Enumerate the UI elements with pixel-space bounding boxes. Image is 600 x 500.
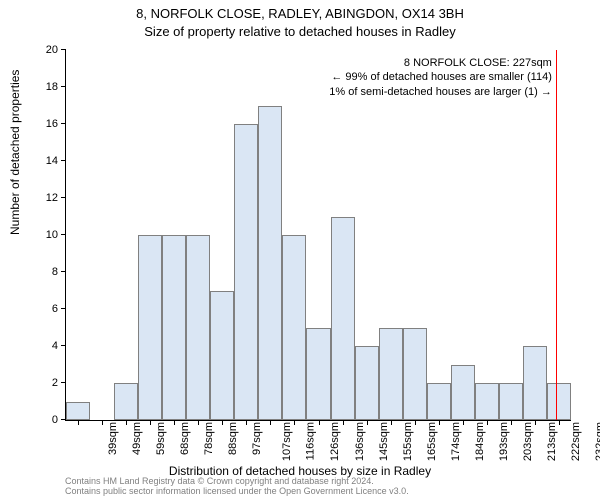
histogram-bar xyxy=(499,383,523,420)
x-tick-label: 126sqm xyxy=(330,422,342,461)
x-tick-label: 136sqm xyxy=(354,422,366,461)
x-tick-mark xyxy=(367,420,368,425)
x-tick-label: 59sqm xyxy=(155,422,167,455)
histogram-bar xyxy=(523,346,547,420)
x-tick-label: 145sqm xyxy=(378,422,390,461)
x-tick-mark xyxy=(78,420,79,425)
y-tick-label: 8 xyxy=(52,266,66,278)
x-tick-label: 203sqm xyxy=(522,422,534,461)
x-tick-label: 68sqm xyxy=(179,422,191,455)
x-tick-label: 78sqm xyxy=(203,422,215,455)
y-tick-label: 14 xyxy=(46,155,66,167)
y-tick-label: 0 xyxy=(52,414,66,426)
histogram-bar xyxy=(162,235,186,420)
x-tick-label: 107sqm xyxy=(281,422,293,461)
histogram-bar xyxy=(138,235,162,420)
histogram-bar xyxy=(114,383,138,420)
plot-area: 0246810121416182039sqm49sqm59sqm68sqm78s… xyxy=(65,50,571,421)
x-tick-mark xyxy=(270,420,271,425)
histogram-bar xyxy=(306,328,330,421)
annotation-line: 1% of semi-detached houses are larger (1… xyxy=(329,85,552,99)
footer-attribution: Contains HM Land Registry data © Crown c… xyxy=(65,477,570,497)
y-tick-mark xyxy=(61,197,66,198)
y-tick-mark xyxy=(61,49,66,50)
y-tick-mark xyxy=(61,271,66,272)
reference-line xyxy=(556,50,557,420)
y-tick-label: 16 xyxy=(46,118,66,130)
y-tick-label: 20 xyxy=(46,44,66,56)
x-tick-mark xyxy=(535,420,536,425)
title-sub: Size of property relative to detached ho… xyxy=(0,24,600,39)
histogram-bar xyxy=(186,235,210,420)
x-tick-mark xyxy=(487,420,488,425)
histogram-bar xyxy=(547,383,571,420)
y-tick-mark xyxy=(61,382,66,383)
x-tick-mark xyxy=(198,420,199,425)
x-tick-mark xyxy=(102,420,103,425)
chart-container: 8, NORFOLK CLOSE, RADLEY, ABINGDON, OX14… xyxy=(0,0,600,500)
x-tick-mark xyxy=(294,420,295,425)
histogram-bar xyxy=(451,365,475,421)
x-tick-label: 88sqm xyxy=(227,422,239,455)
x-tick-mark xyxy=(343,420,344,425)
histogram-bar xyxy=(403,328,427,421)
histogram-bar xyxy=(355,346,379,420)
x-tick-label: 116sqm xyxy=(305,422,317,460)
x-tick-label: 193sqm xyxy=(498,422,510,461)
reference-annotation: 8 NORFOLK CLOSE: 227sqm← 99% of detached… xyxy=(329,56,552,99)
x-tick-label: 174sqm xyxy=(450,422,462,461)
histogram-bar xyxy=(210,291,234,421)
histogram-bar xyxy=(282,235,306,420)
histogram-bar xyxy=(234,124,258,420)
y-tick-label: 6 xyxy=(52,303,66,315)
x-tick-mark xyxy=(415,420,416,425)
y-tick-mark xyxy=(61,123,66,124)
x-tick-label: 165sqm xyxy=(426,422,438,461)
x-tick-mark xyxy=(463,420,464,425)
y-tick-label: 10 xyxy=(46,229,66,241)
x-tick-mark xyxy=(174,420,175,425)
y-tick-mark xyxy=(61,234,66,235)
y-tick-mark xyxy=(61,308,66,309)
annotation-line: ← 99% of detached houses are smaller (11… xyxy=(329,70,552,84)
y-tick-label: 12 xyxy=(46,192,66,204)
x-tick-label: 97sqm xyxy=(251,422,263,455)
x-tick-label: 222sqm xyxy=(570,422,582,461)
y-tick-label: 18 xyxy=(46,81,66,93)
y-tick-mark xyxy=(61,160,66,161)
title-main: 8, NORFOLK CLOSE, RADLEY, ABINGDON, OX14… xyxy=(0,6,600,21)
y-tick-mark xyxy=(61,86,66,87)
x-tick-label: 155sqm xyxy=(402,422,414,461)
y-tick-label: 2 xyxy=(52,377,66,389)
x-tick-label: 213sqm xyxy=(546,422,558,461)
x-tick-mark xyxy=(559,420,560,425)
x-tick-mark xyxy=(150,420,151,425)
y-axis-label: Number of detached properties xyxy=(8,70,22,235)
histogram-bar xyxy=(475,383,499,420)
y-tick-mark xyxy=(61,345,66,346)
x-tick-label: 39sqm xyxy=(107,422,119,455)
x-tick-mark xyxy=(126,420,127,425)
x-tick-label: 49sqm xyxy=(131,422,143,455)
annotation-line: 8 NORFOLK CLOSE: 227sqm xyxy=(329,56,552,70)
histogram-bar xyxy=(427,383,451,420)
x-tick-label: 232sqm xyxy=(594,422,600,461)
histogram-bar xyxy=(379,328,403,421)
x-tick-mark xyxy=(439,420,440,425)
x-tick-label: 184sqm xyxy=(474,422,486,461)
x-tick-mark xyxy=(222,420,223,425)
x-tick-mark xyxy=(246,420,247,425)
x-tick-mark xyxy=(511,420,512,425)
footer-line: Contains public sector information licen… xyxy=(65,487,570,497)
y-tick-label: 4 xyxy=(52,340,66,352)
x-tick-mark xyxy=(391,420,392,425)
histogram-bar xyxy=(258,106,282,421)
x-tick-mark xyxy=(319,420,320,425)
histogram-bar xyxy=(66,402,90,421)
histogram-bar xyxy=(331,217,355,421)
